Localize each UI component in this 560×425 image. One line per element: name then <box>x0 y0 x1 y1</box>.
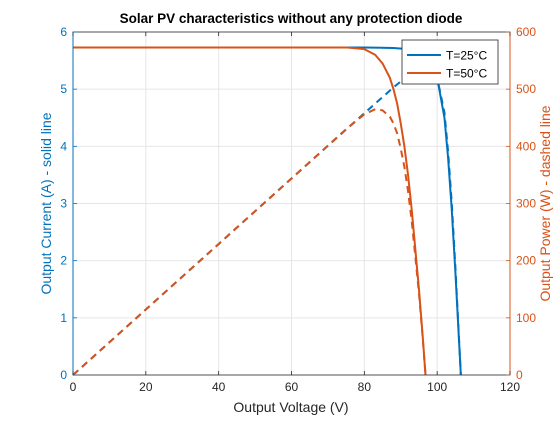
y-left-tick-label: 3 <box>60 197 67 211</box>
legend-label-t50: T=50°C <box>446 67 487 81</box>
x-tick-label: 120 <box>500 380 520 394</box>
y-right-tick-label: 500 <box>516 82 536 96</box>
y-left-tick-label: 6 <box>60 25 67 39</box>
y-right-tick-label: 100 <box>516 311 536 325</box>
legend-label-t25: T=25°C <box>446 49 487 63</box>
left-axis-label: Output Current (A) - solid line <box>38 112 54 294</box>
legend-box <box>401 39 499 85</box>
x-tick-label: 0 <box>70 380 77 394</box>
legend: T=25°C T=50°C <box>401 39 499 85</box>
y-right-tick-label: 600 <box>516 25 536 39</box>
chart-title: Solar PV characteristics without any pro… <box>120 11 463 26</box>
y-right-tick-label: 200 <box>516 254 536 268</box>
y-left-tick-label: 4 <box>60 139 67 153</box>
y-right-tick-label: 400 <box>516 139 536 153</box>
x-tick-label: 80 <box>358 380 372 394</box>
y-left-tick-label: 0 <box>60 368 67 382</box>
y-left-tick-label: 1 <box>60 311 67 325</box>
y-right-tick-label: 0 <box>516 368 523 382</box>
ticks: 0 20 40 60 80 100 1200123456010020030040050060… <box>60 25 536 394</box>
grid <box>73 32 510 375</box>
y-left-tick-label: 5 <box>60 82 67 96</box>
x-axis-label: Output Voltage (V) <box>233 399 348 415</box>
series-t50-power-line <box>72 108 427 376</box>
y-right-tick-label: 300 <box>516 197 536 211</box>
right-axis-label: Output Power (W) - dashed line <box>537 105 553 301</box>
x-tick-label: 100 <box>427 380 447 394</box>
x-tick-label: 20 <box>139 380 153 394</box>
series-t50-current-line <box>73 46 427 376</box>
y-left-tick-label: 2 <box>60 254 67 268</box>
x-tick-label: 40 <box>212 380 226 394</box>
x-tick-label: 60 <box>285 380 299 394</box>
